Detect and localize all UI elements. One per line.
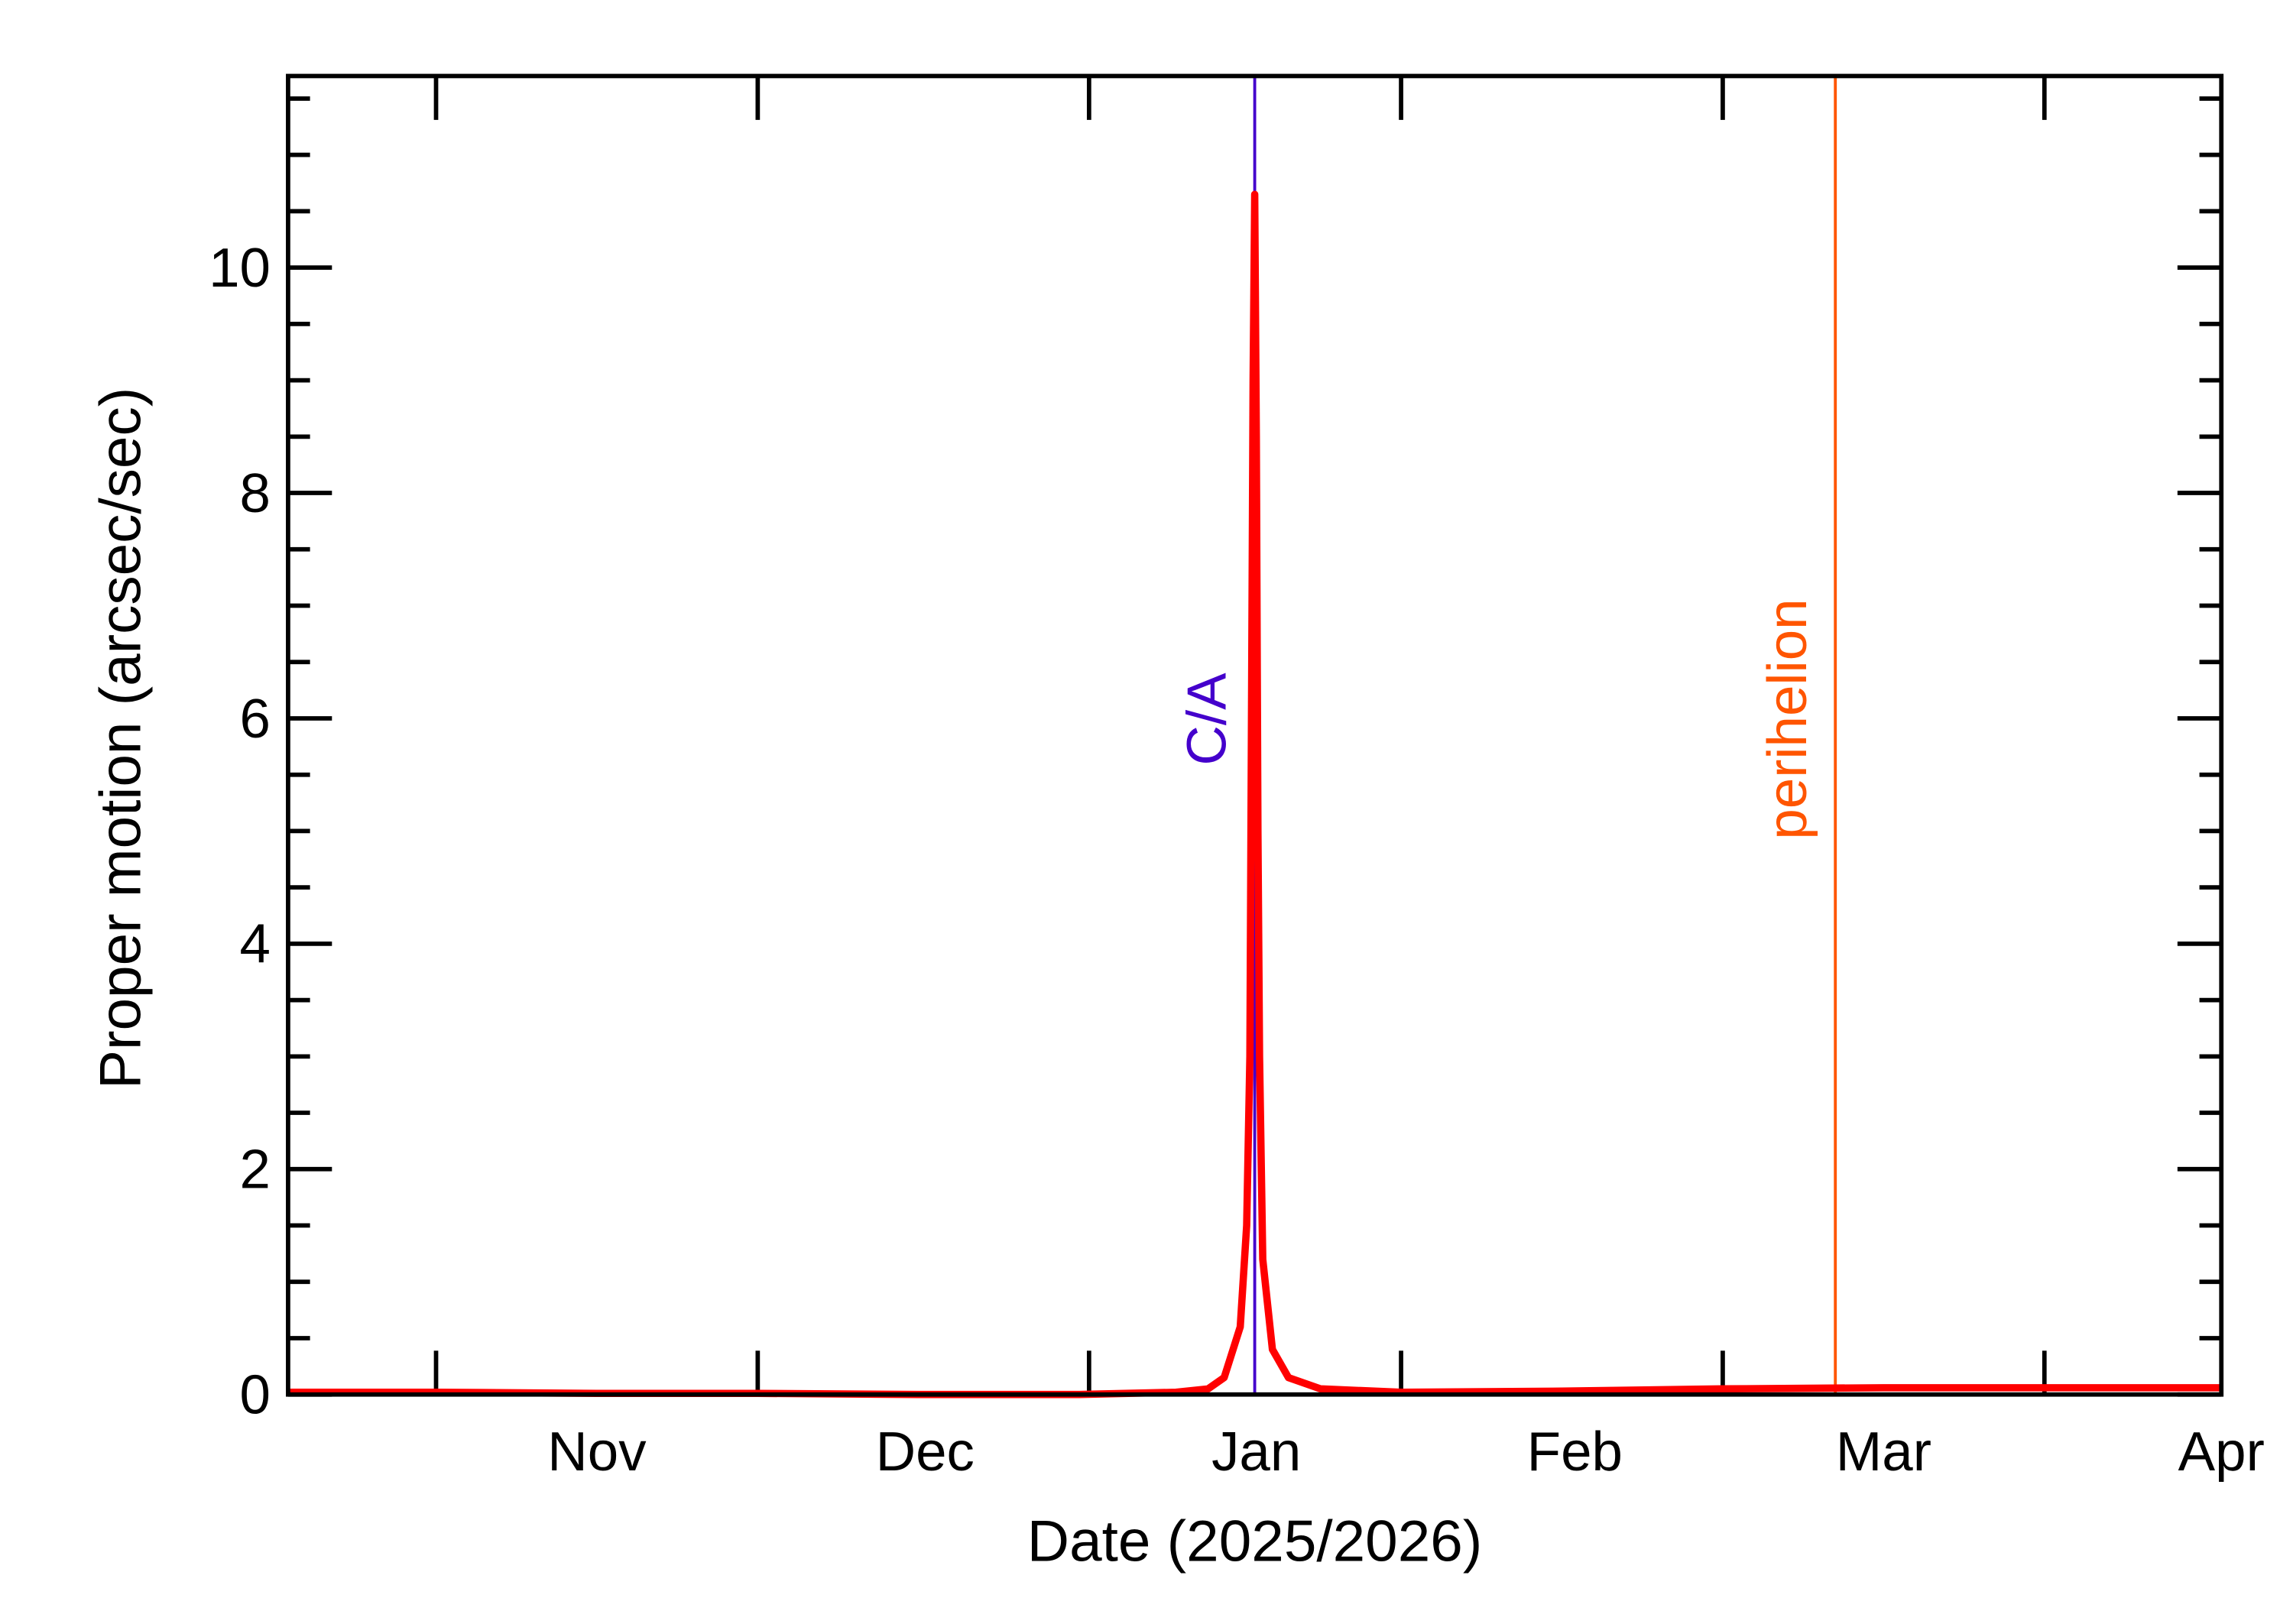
x-tick-label: Dec <box>876 1421 975 1483</box>
plot-frame <box>286 73 2224 1397</box>
y-tick-label: 6 <box>240 688 271 750</box>
y-tick-label: 0 <box>240 1364 271 1426</box>
event-label: perihelion <box>1756 598 1818 839</box>
x-tick-label: Feb <box>1527 1421 1623 1483</box>
y-tick-label: 10 <box>209 237 271 299</box>
y-axis-label: Proper motion (arcsec/sec) <box>89 387 154 1089</box>
x-axis-label: Date (2025/2026) <box>1027 1509 1483 1574</box>
x-tick-label: Apr <box>2178 1421 2265 1483</box>
x-tick-label: Nov <box>547 1421 647 1483</box>
y-tick-label: 8 <box>240 462 271 524</box>
x-tick-label: Mar <box>1836 1421 1931 1483</box>
event-label: C/A <box>1176 673 1237 766</box>
x-tick-label: Jan <box>1211 1421 1301 1483</box>
y-tick-label: 4 <box>240 913 271 975</box>
y-tick-label: 2 <box>240 1139 271 1201</box>
